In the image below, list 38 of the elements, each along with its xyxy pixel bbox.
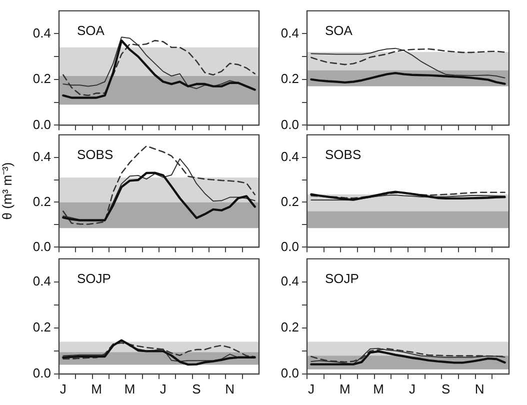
x-tick-label: S [192,381,202,396]
y-tick-label: 0.0 [32,116,51,132]
annotation: SOA [325,22,353,38]
annotation: SOJP [325,270,359,286]
y-axis-title: θ (m³ m⁻³) [0,162,14,220]
y-tick-label: 0.4 [32,25,51,40]
annotation: SOBS [325,146,362,162]
annotation: SOA [77,22,105,38]
x-tick-label: J [60,381,66,396]
y-tick-label: 0.0 [32,366,51,381]
x-tick-label: N [474,381,484,396]
annotation: SOJP [77,270,111,286]
y-tick-label: 0.4 [280,25,299,40]
annotation: SOBS [77,146,114,162]
y-tick-label: 0.0 [32,238,51,254]
y-tick-label: 0.2 [280,320,299,334]
y-tick-label: 0.2 [32,194,51,209]
x-tick-label: M [91,381,102,396]
y-tick-label: 0.0 [280,366,299,381]
y-tick-label: 0.0 [280,116,299,132]
x-tick-label: J [408,381,416,396]
y-tick-label: 0.2 [280,71,299,86]
y-tick-label: 0.2 [32,71,51,86]
y-tick-label: 0.2 [32,320,51,334]
y-tick-label: 0.4 [280,148,299,164]
x-tick-label: M [339,381,350,396]
y-tick-label: 0.2 [280,194,299,209]
x-tick-label: J [160,381,166,396]
x-tick-label: S [442,381,451,396]
x-tick-label: M [373,381,384,396]
y-tick-label: 0.4 [32,148,51,164]
x-tick-label: M [124,381,136,396]
y-tick-label: 0.0 [280,238,299,254]
x-tick-label: N [225,381,235,396]
y-tick-label: 0.4 [32,273,51,288]
y-tick-label: 0.4 [280,273,299,288]
line-series [62,145,256,225]
x-tick-label: J [308,381,314,396]
